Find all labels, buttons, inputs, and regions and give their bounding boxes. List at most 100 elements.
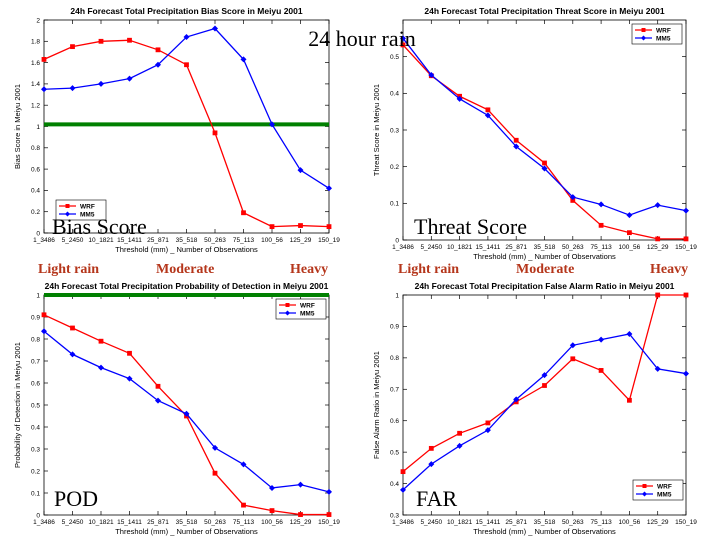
bias-series-wrf-point xyxy=(184,62,189,68)
bias-xtick-label: 10_1821 xyxy=(88,237,114,244)
pod-series-wrf-point xyxy=(212,470,218,476)
pod-legend-mm5-marker xyxy=(285,310,290,316)
threat-series-mm5-point xyxy=(484,112,491,119)
far-series-mm5-point xyxy=(683,370,689,377)
bias-series-mm5-point xyxy=(155,61,161,68)
pod-ytick-label: 0.7 xyxy=(31,358,40,365)
panel-far: 0.3 0.4 0.5 0.6 0.7 0.8 0.9 1 1_3486 5_2450 10_182… xyxy=(372,281,697,536)
bias-ytick-label: 1 xyxy=(36,124,40,131)
far-series-wrf-point xyxy=(542,383,547,388)
bias-series-mm5-point xyxy=(212,25,218,32)
threat-xlabel: Threshold (mm) _ Number of Observations xyxy=(473,252,616,261)
bias-ytick-label: 1.8 xyxy=(31,39,40,46)
pod-ylabel: Probability of Detection in Meiyu 2001 xyxy=(13,342,22,468)
pod-xtick-label: 75_113 xyxy=(233,519,255,526)
far-series-wrf-point xyxy=(400,469,406,475)
far-series-mm5-point xyxy=(541,372,548,379)
pod-legend-mm5-label: MM5 xyxy=(300,310,315,317)
pod-xtick-label: 15_1411 xyxy=(117,519,142,526)
panel-pod: 0 0.1 0.2 0.3 0.4 0.5 0.6 0.7 0.8 0.9 1 1_3486 5_245… xyxy=(13,281,340,536)
threat-ytick-label: 0.5 xyxy=(390,54,399,61)
pod-xtick-label: 50_263 xyxy=(204,519,226,526)
far-series-mm5-point xyxy=(654,365,661,372)
pod-series-mm5-point xyxy=(326,488,332,495)
pod-series-wrf-point xyxy=(98,338,104,344)
bias-xtick-label: 35_518 xyxy=(176,237,198,244)
category-label-moderate-right: Moderate xyxy=(516,262,574,277)
far-ytick-label: 0.5 xyxy=(390,449,399,456)
pod-ytick-label: 0.2 xyxy=(31,468,40,475)
category-label-heavy-left: Heavy xyxy=(290,262,328,277)
pod-series-mm5-point xyxy=(41,328,47,335)
pod-xtick-label: 10_1821 xyxy=(88,519,114,526)
far-plot-area xyxy=(402,294,687,516)
bias-ytick-label: 0 xyxy=(36,230,40,237)
panel-bias: 0 0.2 0.4 0.6 0.8 1 1.2 1.4 1.6 1.8 2 1_3486 5_2450 1… xyxy=(13,6,340,254)
figure-heading: 24 hour rain xyxy=(308,26,416,51)
bias-legend-mm5-label: MM5 xyxy=(80,211,95,218)
far-series-wrf-point xyxy=(457,430,462,436)
bias-xtick-label: 1_3486 xyxy=(33,237,55,244)
threat-series-mm5-point xyxy=(626,212,633,219)
threat-series-wrf-point xyxy=(598,222,604,228)
bias-title: 24h Forecast Total Precipitation Bias Sc… xyxy=(70,6,303,16)
far-series-wrf-point xyxy=(598,368,604,373)
far-ytick-label: 0.9 xyxy=(390,324,399,331)
pod-series-mm5-point xyxy=(240,461,247,468)
bias-series-mm5-point xyxy=(297,167,304,174)
far-legend-mm5-marker xyxy=(642,491,647,497)
bias-series-wrf-point xyxy=(70,44,75,50)
threat-ytick-label: 0 xyxy=(395,237,399,244)
pod-xlabel: Threshold (mm) _ Number of Observations xyxy=(115,527,258,536)
bias-ytick-label: 1.4 xyxy=(31,81,40,88)
far-series-mm5-point xyxy=(598,336,605,343)
threat-series-wrf-point xyxy=(485,107,491,113)
threat-xtick-label: 75_113 xyxy=(590,244,612,251)
pod-ytick-label: 0.8 xyxy=(31,336,40,343)
bias-plot-area xyxy=(43,19,330,234)
pod-ytick-label: 0 xyxy=(36,512,40,519)
threat-ytick-label: 0.4 xyxy=(390,91,399,98)
bias-series-mm5-point xyxy=(326,185,332,192)
far-big-label: FAR xyxy=(416,486,457,511)
far-series-wrf-point xyxy=(485,420,491,426)
far-ytick-label: 0.6 xyxy=(390,418,399,425)
threat-xtick-label: 100_56 xyxy=(619,244,641,251)
bias-xtick-label: 75_113 xyxy=(233,237,255,244)
bias-xtick-label: 125_29 xyxy=(290,237,312,244)
panel-threat: 0 0.1 0.2 0.3 0.4 0.5 1_3486 5_2450 10_1821 15_14… xyxy=(372,6,697,261)
pod-series-wrf-point xyxy=(326,512,332,517)
threat-legend-mm5-marker xyxy=(641,35,646,41)
far-xtick-label: 5_2450 xyxy=(420,519,442,526)
bias-xtick-label: 15_1411 xyxy=(117,237,142,244)
pod-series-wrf-point xyxy=(70,325,75,331)
category-label-light-rain-right: Light rain xyxy=(398,262,459,277)
bias-series-wrf-point xyxy=(98,38,104,44)
pod-series-wrf-point xyxy=(41,312,47,318)
pod-xtick-label: 100_56 xyxy=(261,519,283,526)
bias-big-label: Bias Score xyxy=(52,214,147,239)
pod-series-mm5-point xyxy=(269,484,275,491)
far-xtick-label: 75_113 xyxy=(590,519,612,526)
bias-ytick-label: 2 xyxy=(36,17,40,24)
bias-xtick-label: 25_871 xyxy=(147,237,169,244)
pod-series-mm5-point xyxy=(297,481,304,488)
threat-series-wrf-point xyxy=(542,160,547,166)
far-xtick-label: 1_3486 xyxy=(392,519,414,526)
threat-big-label: Threat Score xyxy=(414,214,527,239)
far-ytick-label: 0.8 xyxy=(390,355,399,362)
pod-xtick-label: 150_19 xyxy=(318,519,340,526)
threat-series-mm5-point xyxy=(541,165,548,172)
threat-series-mm5-point xyxy=(428,72,435,78)
far-series-mm5-point xyxy=(513,396,520,403)
bias-xtick-label: 150_19 xyxy=(318,237,340,244)
far-series-wrf-point xyxy=(655,292,661,298)
threat-ytick-label: 0.1 xyxy=(390,201,399,208)
bias-ytick-label: 1.6 xyxy=(31,60,40,67)
pod-ytick-label: 0.1 xyxy=(31,490,40,497)
bias-series-mm5-point xyxy=(240,56,247,63)
threat-series-wrf-point xyxy=(570,198,576,203)
far-xtick-label: 10_1821 xyxy=(447,519,473,526)
pod-series-mm5-point xyxy=(183,410,190,417)
